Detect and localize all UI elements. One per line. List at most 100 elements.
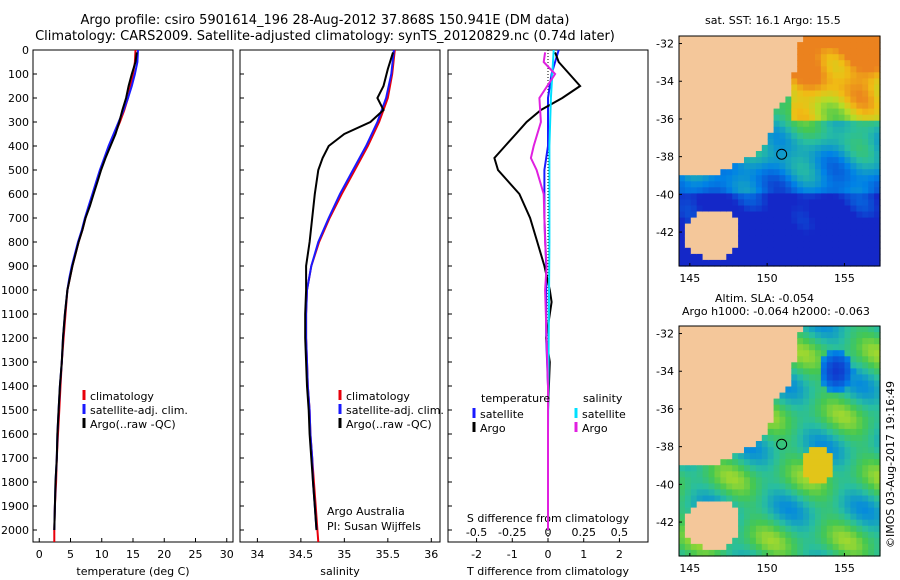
- map-cell: [850, 513, 857, 521]
- map-cell: [714, 404, 721, 412]
- map-cell: [761, 42, 769, 49]
- map-cell: [726, 350, 733, 357]
- map-cell: [696, 477, 704, 484]
- map-cell: [809, 120, 816, 128]
- map-cell: [791, 513, 798, 521]
- map-cell: [773, 525, 781, 533]
- map-cell: [803, 543, 810, 551]
- map-cell: [726, 60, 733, 67]
- map-cell: [838, 386, 846, 394]
- map-cell: [744, 96, 751, 104]
- map-cell: [868, 332, 875, 339]
- map-cell: [838, 326, 846, 333]
- map-cell: [815, 519, 822, 527]
- map-cell: [761, 151, 769, 158]
- map-cell: [726, 434, 733, 442]
- map-cell: [844, 501, 851, 509]
- map-cell: [738, 259, 745, 267]
- map-cell: [732, 326, 739, 333]
- map-cell: [791, 362, 798, 369]
- map-cell: [779, 495, 786, 503]
- map-cell: [696, 187, 704, 194]
- map-cell: [732, 519, 739, 527]
- map-cell: [773, 90, 781, 98]
- map-cell: [826, 410, 834, 418]
- map-cell: [732, 422, 739, 430]
- map-cell: [744, 48, 751, 55]
- map-cell: [696, 253, 704, 261]
- map-cell: [785, 54, 792, 61]
- map-cell: [761, 374, 769, 382]
- map-cell: [832, 398, 840, 406]
- map-cell: [868, 253, 875, 261]
- map-cell: [690, 507, 698, 515]
- map-cell: [785, 398, 792, 406]
- map-cell: [779, 144, 786, 152]
- map-cell: [755, 157, 763, 164]
- map-cell: [797, 483, 804, 491]
- map-cell: [761, 386, 769, 394]
- map-cell: [809, 513, 816, 521]
- map-cell: [785, 344, 792, 351]
- map-cell: [744, 144, 751, 152]
- map-cell: [714, 543, 721, 551]
- map-cell: [726, 66, 733, 73]
- map-cell: [726, 356, 733, 363]
- map-cell: [820, 126, 828, 134]
- map-cell: [744, 138, 751, 146]
- map-cell: [779, 453, 786, 460]
- map-cell: [844, 483, 851, 491]
- map-cell: [838, 459, 846, 466]
- map-cell: [874, 205, 881, 213]
- map-cell: [785, 42, 792, 49]
- map-cell: [679, 501, 686, 509]
- map-cell: [702, 54, 710, 61]
- map-cell: [708, 428, 716, 436]
- map-cell: [815, 78, 822, 86]
- map-cell: [826, 120, 834, 128]
- map-cell: [679, 513, 686, 521]
- map-cell: [726, 175, 733, 182]
- map-cell: [844, 477, 851, 484]
- map-cell: [696, 525, 704, 533]
- map-cell: [844, 42, 851, 49]
- map-cell: [732, 374, 739, 382]
- map-cell: [791, 36, 798, 43]
- map-cell: [844, 362, 851, 369]
- map-cell: [744, 404, 751, 412]
- map-cell: [791, 398, 798, 406]
- map-cell: [679, 404, 686, 412]
- map-cell: [779, 483, 786, 491]
- map-cell: [832, 241, 840, 249]
- map-cell: [803, 96, 810, 104]
- map-cell: [803, 434, 810, 442]
- map-cell: [684, 465, 692, 472]
- map-cell: [702, 326, 710, 333]
- profile-panel-3: -2 -1 0 1 2T difference from climatology-0.5…: [447, 49, 649, 578]
- map-cell: [720, 259, 727, 267]
- map-cell: [803, 356, 810, 363]
- map-cell: [809, 519, 816, 527]
- map-cell: [874, 199, 881, 207]
- map-cell: [708, 459, 716, 466]
- map-cell: [809, 531, 816, 539]
- map-cell: [868, 102, 875, 110]
- map-cell: [761, 434, 769, 442]
- map-cell: [708, 531, 716, 539]
- map-cell: [761, 211, 769, 219]
- map-cell: [832, 96, 840, 104]
- map-cell: [738, 78, 745, 86]
- map-cell: [690, 193, 698, 201]
- map-cell: [797, 543, 804, 551]
- chart-title-line2: Climatology: CARS2009. Satellite-adjuste…: [35, 29, 615, 44]
- map-cell: [803, 422, 810, 430]
- map-cell: [702, 253, 710, 261]
- map-cell: [732, 114, 739, 122]
- map-cell: [785, 416, 792, 424]
- map-cell: [755, 72, 763, 79]
- map-cell: [708, 525, 716, 533]
- map-cell: [809, 181, 816, 188]
- map-cell: [738, 211, 745, 219]
- map-cell: [826, 459, 834, 466]
- map-cell: [832, 163, 840, 170]
